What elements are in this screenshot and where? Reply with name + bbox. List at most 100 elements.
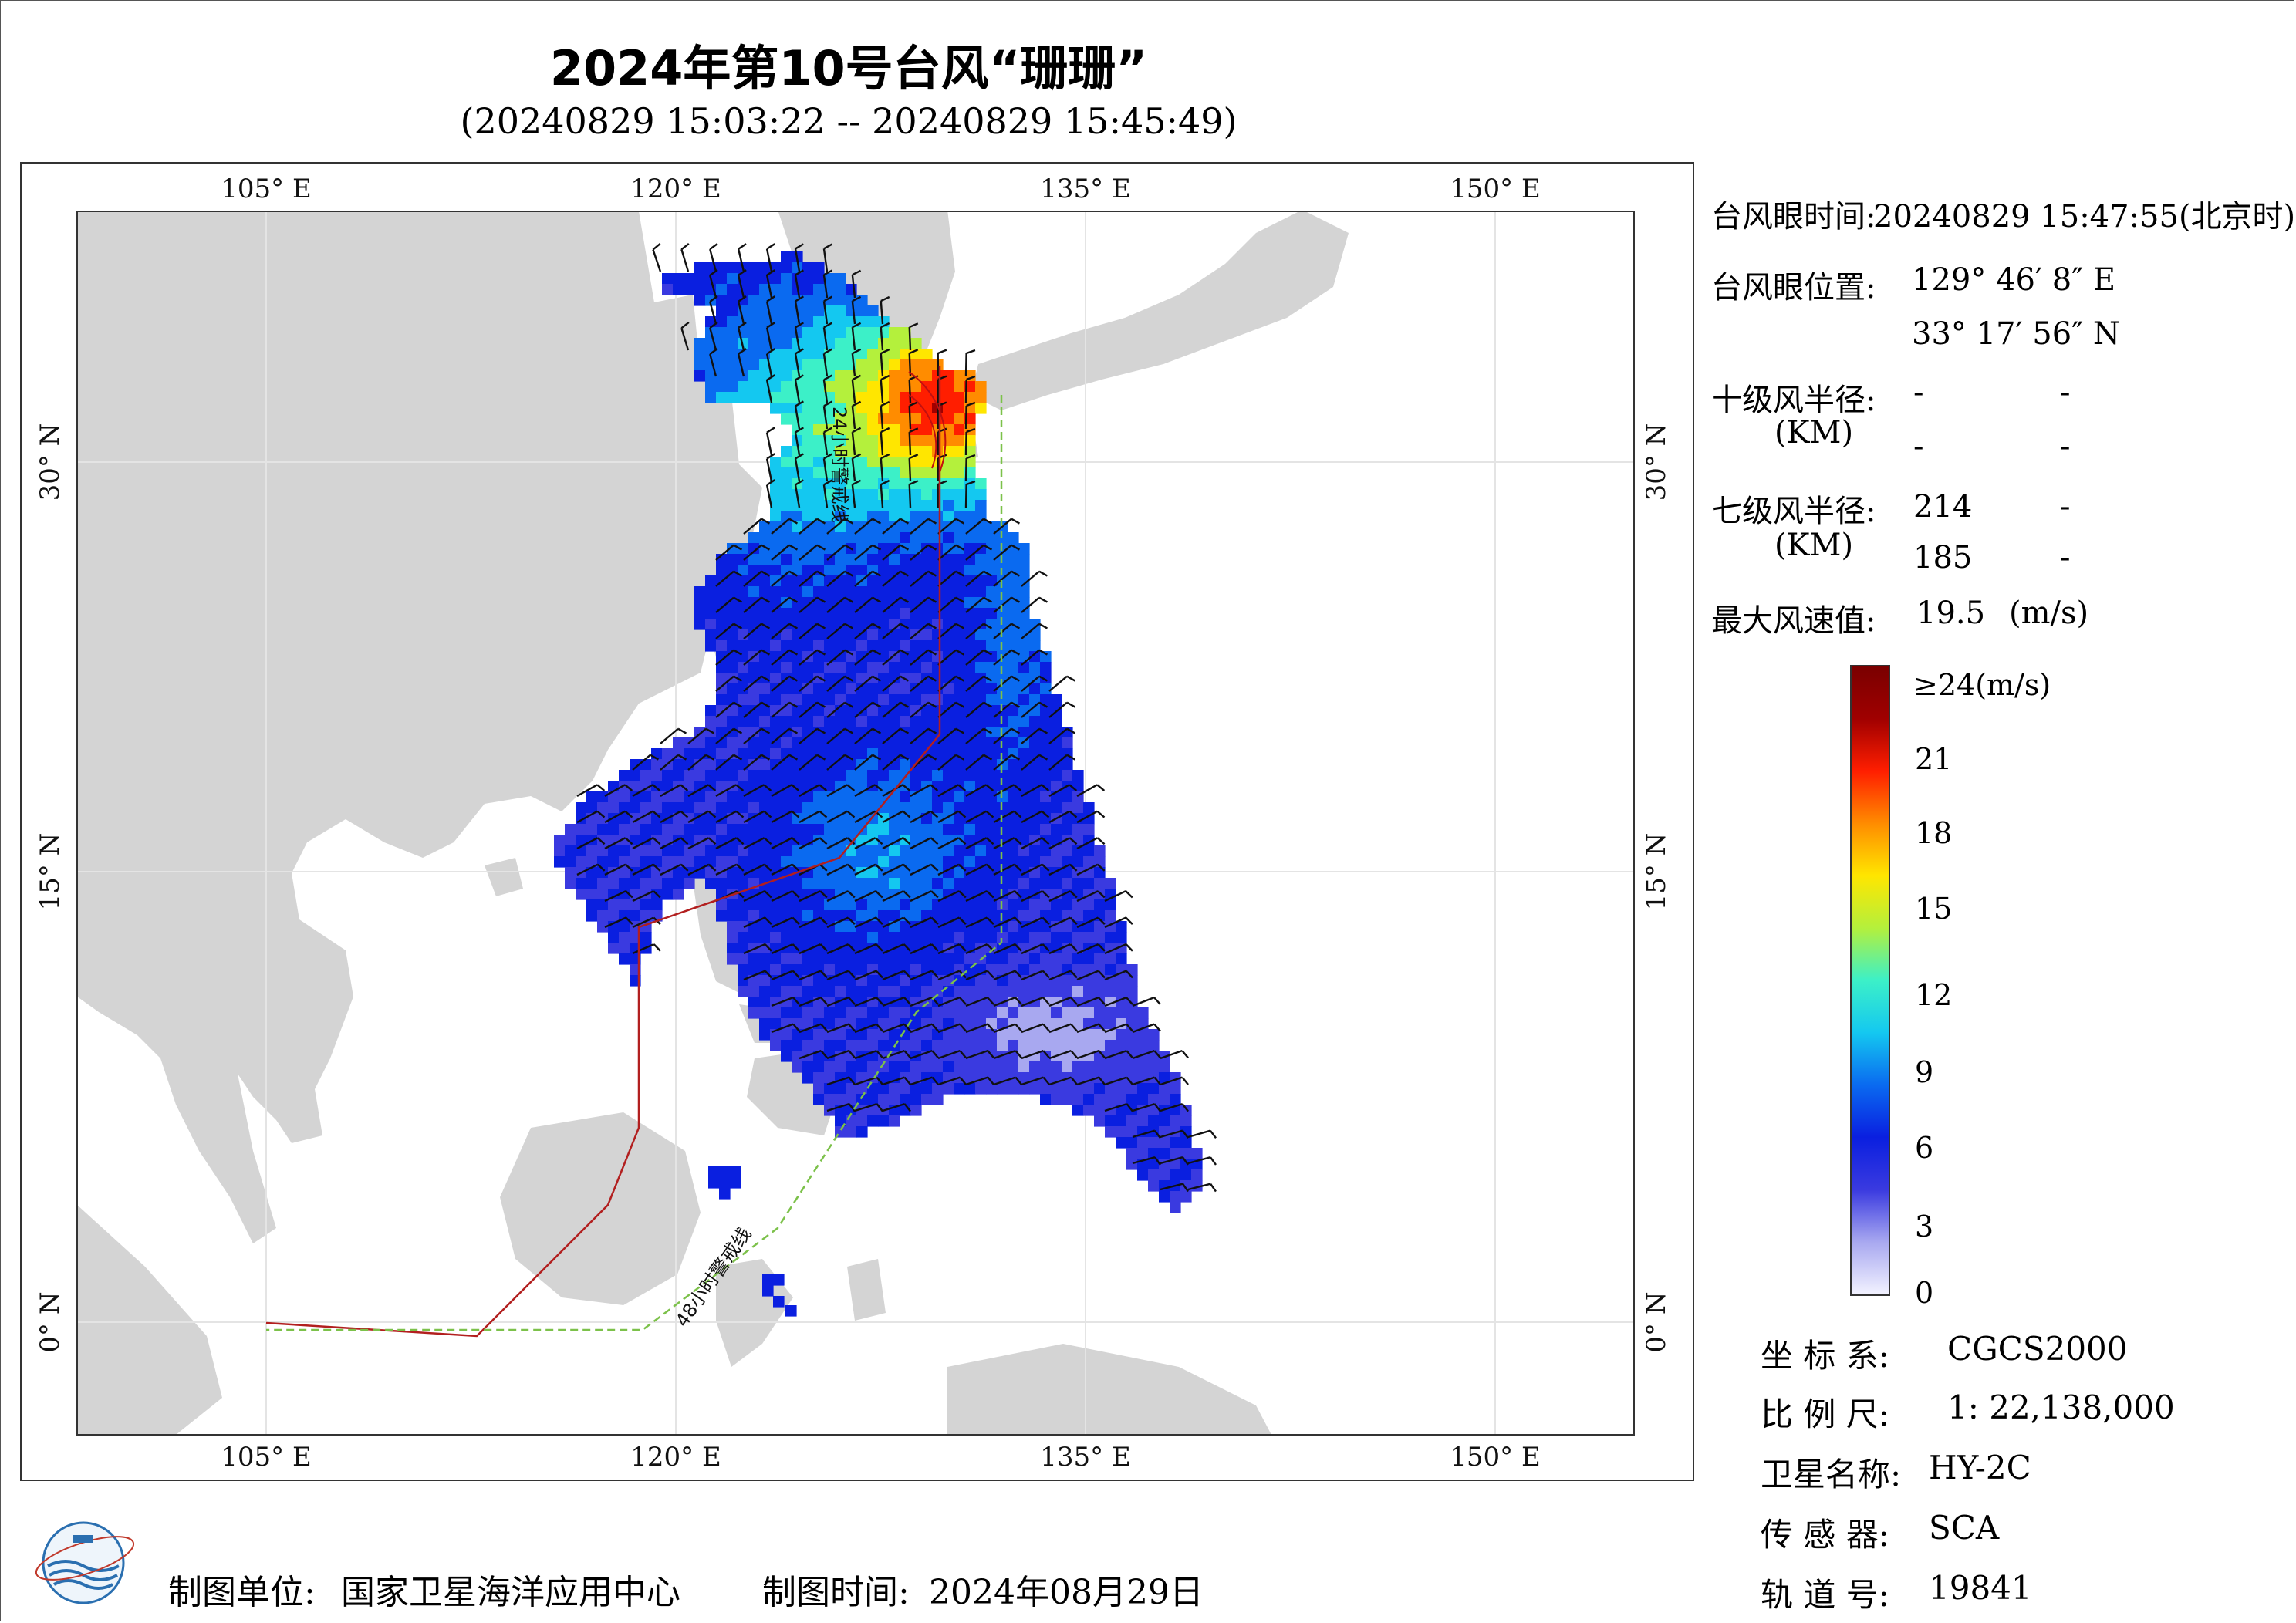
- wind-cell: [802, 1040, 814, 1051]
- wind-cell: [986, 932, 998, 943]
- wind-cell: [910, 856, 922, 868]
- wind-barb: [1021, 649, 1048, 666]
- wind-cell: [1051, 1083, 1062, 1095]
- wind-cell: [910, 500, 922, 511]
- wind-cell: [640, 899, 652, 911]
- wind-cell: [1062, 802, 1073, 814]
- wind-cell: [943, 878, 954, 889]
- wind-cell: [997, 1018, 1008, 1030]
- wind-cell: [802, 748, 814, 760]
- wind-cell: [964, 1040, 976, 1051]
- wind-cell: [813, 338, 825, 349]
- wind-barb: [743, 810, 772, 824]
- wind-cell: [565, 835, 576, 846]
- wind-cell: [1018, 608, 1030, 619]
- wind-cell: [576, 802, 587, 814]
- wind-cell: [1018, 640, 1030, 652]
- wind-cell: [986, 532, 998, 544]
- wind-cell: [900, 640, 911, 652]
- wind-cell: [792, 521, 803, 533]
- r7-label: 七级风半径:: [1711, 494, 1876, 529]
- wind-cell: [748, 953, 760, 965]
- wind-cell: [1083, 975, 1095, 987]
- wind-cell: [759, 359, 771, 371]
- wind-cell: [662, 878, 674, 889]
- wind-cell: [824, 781, 836, 792]
- wind-cell: [856, 370, 868, 382]
- wind-cell: [597, 878, 609, 889]
- wind-cell: [932, 943, 944, 954]
- wind-cell: [900, 532, 911, 544]
- wind-barb: [937, 863, 967, 876]
- wind-cell: [1062, 867, 1073, 879]
- wind-cell: [889, 403, 900, 414]
- wind-cell: [1094, 932, 1106, 943]
- wind-barb: [964, 375, 976, 403]
- wind-cell: [910, 338, 922, 349]
- wind-cell: [716, 781, 728, 792]
- wind-cell: [846, 781, 857, 792]
- wind-cell: [770, 284, 782, 295]
- wind-cell: [867, 899, 879, 911]
- wind-cell: [813, 1072, 825, 1084]
- wind-cell: [1116, 932, 1127, 943]
- wind-cell: [1094, 845, 1106, 857]
- wind-barb: [771, 596, 799, 613]
- wind-cell: [1051, 791, 1062, 803]
- wind-cell: [1062, 835, 1073, 846]
- wind-cell: [694, 273, 706, 285]
- wind-cell: [705, 759, 717, 771]
- wind-cell: [716, 683, 728, 695]
- wind-cell: [759, 316, 771, 328]
- wind-cell: [813, 381, 825, 393]
- wind-cell: [619, 899, 630, 911]
- wind-cell: [781, 575, 792, 587]
- wind-cell: [1072, 1040, 1084, 1051]
- wind-cell: [813, 878, 825, 889]
- wind-cell: [1072, 824, 1084, 835]
- wind-cell: [727, 943, 738, 954]
- wind-cell: [846, 1040, 857, 1051]
- wind-cell: [1148, 1169, 1160, 1181]
- wind-cell: [900, 986, 911, 997]
- wind-barb: [854, 784, 883, 798]
- wind-cell: [867, 705, 879, 717]
- wind-cell: [1018, 673, 1030, 684]
- wind-cell: [932, 802, 944, 814]
- wind-barb: [1160, 1129, 1189, 1139]
- wind-barb: [765, 453, 775, 482]
- wind-barb: [826, 1023, 856, 1034]
- wind-cell: [748, 662, 760, 673]
- wind-cell: [975, 770, 987, 781]
- wind-cell: [738, 565, 749, 576]
- wind-cell: [856, 532, 868, 544]
- wind-cell: [964, 932, 976, 943]
- wind-cell: [900, 878, 911, 889]
- wind-cell: [630, 910, 641, 922]
- wind-cell: [975, 856, 987, 868]
- wind-cell: [748, 575, 760, 587]
- wind-cell: [900, 845, 911, 857]
- eye-time-value: 20240829 15:47:55(北京时): [1873, 199, 2296, 235]
- wind-cell: [759, 716, 771, 727]
- wind-cell: [719, 1166, 731, 1178]
- wind-barb: [1021, 727, 1048, 744]
- wind-cell: [964, 413, 976, 425]
- wind-cell: [867, 1040, 879, 1051]
- wind-cell: [727, 392, 738, 403]
- wind-cell: [835, 381, 846, 393]
- wind-cell: [1180, 1191, 1192, 1203]
- wind-barb: [826, 1076, 856, 1086]
- wind-cell: [1148, 1180, 1160, 1192]
- wind-cell: [1029, 986, 1041, 997]
- wind-barb: [604, 784, 633, 798]
- wind-barb: [882, 916, 911, 929]
- wind-cell: [748, 737, 760, 749]
- wind-cell: [900, 705, 911, 717]
- wind-cell: [662, 845, 674, 857]
- wind-cell: [889, 586, 900, 598]
- wind-cell: [640, 770, 652, 781]
- map-panel[interactable]: 24小时警戒线 48小时警戒线 105° E 105° E 120° E 120° E…: [20, 162, 1694, 1481]
- wind-cell: [878, 1072, 890, 1084]
